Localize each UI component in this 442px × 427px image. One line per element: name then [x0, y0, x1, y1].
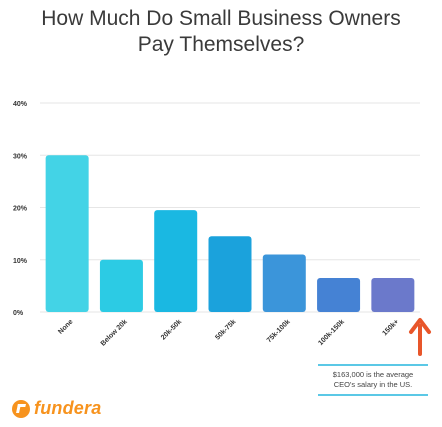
callout-line-1: $163,000 is the average [332, 370, 414, 379]
chart-title: How Much Do Small Business Owners Pay Th… [0, 6, 442, 58]
y-tick-label: 20% [13, 206, 28, 213]
fundera-logo-icon [12, 399, 30, 418]
y-tick-label: 10% [13, 258, 28, 265]
bar-none [45, 155, 89, 312]
bar-75k-100k [262, 254, 306, 312]
fundera-logo: fundera [12, 398, 101, 419]
y-tick-label: 40% [13, 101, 28, 108]
x-tick-label: 100k-150k [317, 318, 346, 347]
y-tick-labels: 0% 10% 20% 30% 40% [13, 101, 28, 317]
x-tick-labels: None Below 20k 20k-50k 50k-75k 75k-100k 100k-… [57, 318, 400, 347]
bar-100k-150k [317, 278, 361, 312]
up-arrow-icon [409, 318, 431, 356]
bars [45, 155, 415, 312]
y-tick-label: 0% [13, 310, 24, 317]
bar-below-20k [99, 259, 143, 312]
bar-20k-50k [154, 210, 198, 312]
chart-title-line-1: How Much Do Small Business Owners [41, 7, 401, 30]
callout-line-2: CEO's salary in the US. [333, 380, 413, 389]
x-tick-label: 20k-50k [160, 318, 183, 341]
fundera-logo-text: fundera [34, 398, 102, 418]
bar-50k-75k [208, 236, 252, 312]
x-tick-label: None [57, 318, 74, 335]
chart-title-line-2: Pay Themselves? [137, 33, 305, 56]
x-tick-label: 150k+ [381, 318, 400, 337]
ceo-salary-callout: $163,000 is the average CEO's salary in … [318, 364, 428, 396]
x-tick-label: 50k-75k [214, 318, 237, 341]
y-tick-label: 30% [13, 153, 28, 160]
x-tick-label: 75k-100k [266, 318, 292, 344]
x-tick-label: Below 20k [100, 318, 129, 347]
bar-150k- [371, 278, 415, 312]
